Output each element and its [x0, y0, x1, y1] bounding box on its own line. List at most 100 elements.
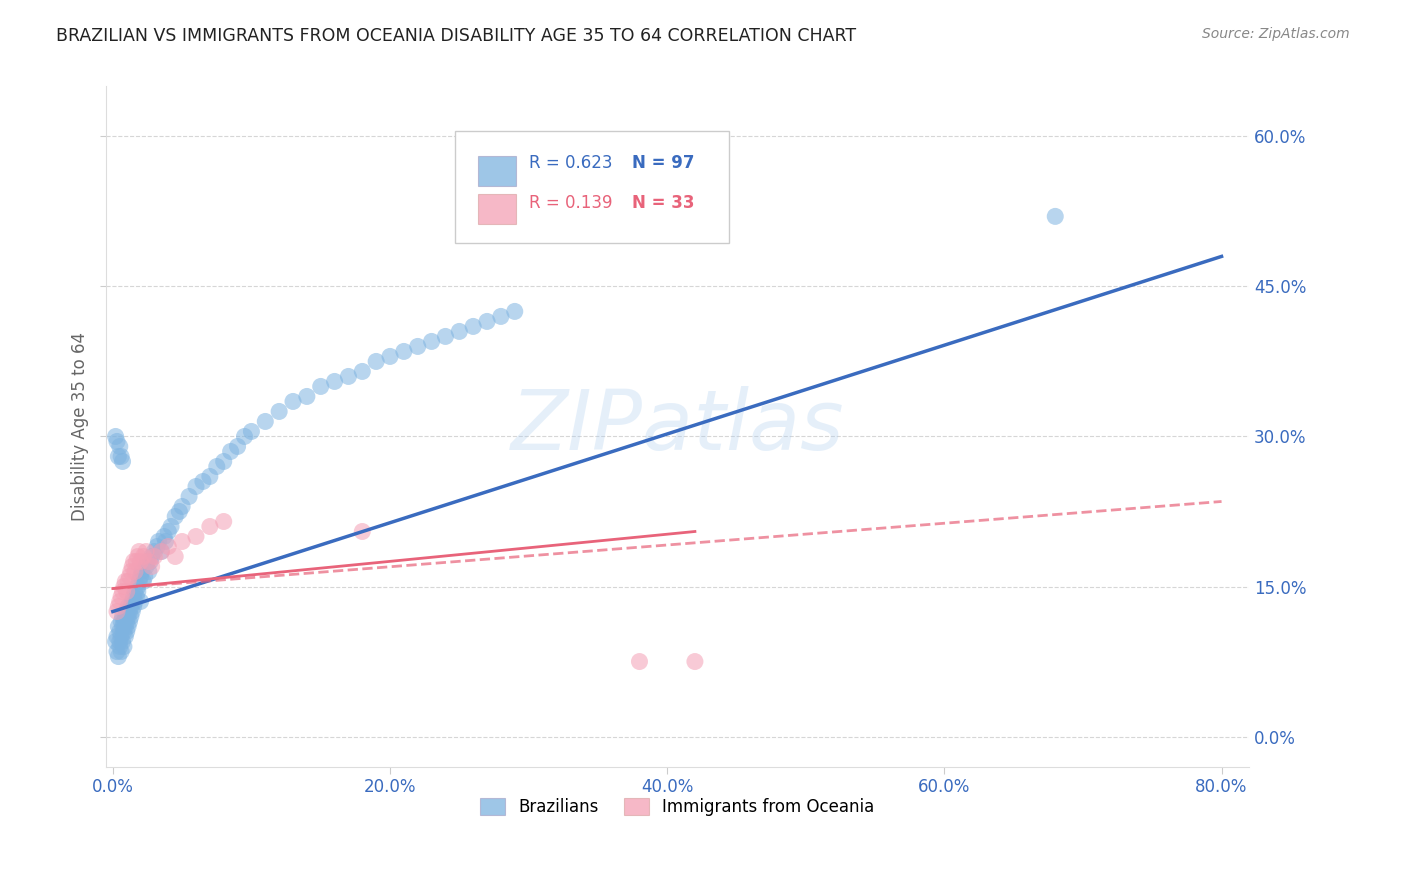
Text: BRAZILIAN VS IMMIGRANTS FROM OCEANIA DISABILITY AGE 35 TO 64 CORRELATION CHART: BRAZILIAN VS IMMIGRANTS FROM OCEANIA DIS… [56, 27, 856, 45]
Point [114, 574, 136, 589]
Point [449, 325, 471, 339]
Point [107, 599, 129, 614]
Point [212, 515, 235, 529]
Point [150, 544, 173, 558]
Point [143, 544, 166, 558]
Point [219, 444, 242, 458]
Point [129, 554, 152, 568]
Point [475, 314, 498, 328]
Point [150, 544, 173, 558]
Point [406, 339, 429, 353]
Point [112, 624, 135, 639]
Point [115, 615, 138, 629]
Point [110, 644, 132, 658]
Point [107, 649, 129, 664]
Point [226, 440, 249, 454]
Point [131, 565, 153, 579]
Point [118, 569, 141, 583]
Point [105, 644, 128, 658]
Point [125, 554, 148, 568]
Point [254, 414, 277, 428]
Point [172, 534, 194, 549]
Text: Source: ZipAtlas.com: Source: ZipAtlas.com [1202, 27, 1350, 41]
Point [115, 624, 138, 639]
Point [117, 609, 139, 624]
Point [117, 599, 139, 614]
Point [128, 574, 150, 589]
Point [111, 634, 134, 648]
FancyBboxPatch shape [478, 194, 516, 224]
Point [110, 615, 132, 629]
Point [136, 554, 159, 568]
Point [281, 394, 304, 409]
Point [129, 569, 152, 583]
Point [198, 519, 221, 533]
Point [1045, 210, 1067, 224]
Point [135, 544, 157, 558]
Point [110, 630, 132, 644]
Text: R = 0.623: R = 0.623 [529, 154, 613, 172]
Point [121, 594, 143, 608]
Point [107, 450, 129, 464]
FancyBboxPatch shape [454, 130, 730, 243]
Legend: Brazilians, Immigrants from Oceania: Brazilians, Immigrants from Oceania [474, 791, 882, 822]
Point [683, 655, 706, 669]
Point [120, 609, 142, 624]
Point [120, 599, 142, 614]
Text: R = 0.139: R = 0.139 [529, 194, 613, 212]
Point [104, 429, 127, 443]
Point [169, 504, 191, 518]
Point [198, 469, 221, 483]
Point [132, 549, 155, 564]
Point [138, 554, 160, 568]
Point [128, 544, 150, 558]
Point [115, 584, 138, 599]
Point [138, 565, 160, 579]
Point [124, 565, 146, 579]
Point [295, 389, 318, 403]
Point [366, 354, 388, 368]
Point [127, 584, 149, 599]
Point [117, 574, 139, 589]
Point [105, 434, 128, 449]
Point [184, 529, 207, 543]
Point [118, 605, 141, 619]
Point [114, 619, 136, 633]
Point [233, 429, 256, 443]
Point [160, 519, 183, 533]
Point [134, 569, 156, 583]
Point [155, 534, 177, 549]
Text: ZIPatlas: ZIPatlas [510, 386, 845, 467]
Point [337, 369, 360, 384]
Point [205, 459, 228, 474]
Point [172, 500, 194, 514]
Point [124, 584, 146, 599]
Point [104, 634, 127, 648]
Point [108, 634, 131, 648]
Point [111, 584, 134, 599]
Point [141, 549, 163, 564]
Point [165, 509, 187, 524]
Point [114, 609, 136, 624]
Point [108, 640, 131, 654]
Point [122, 590, 145, 604]
Point [108, 624, 131, 639]
Point [108, 440, 131, 454]
Point [127, 549, 149, 564]
Point [127, 580, 149, 594]
Point [392, 344, 415, 359]
Point [352, 364, 374, 378]
Point [111, 454, 134, 468]
Point [628, 655, 651, 669]
Y-axis label: Disability Age 35 to 64: Disability Age 35 to 64 [72, 332, 89, 521]
FancyBboxPatch shape [478, 156, 516, 186]
Point [378, 350, 401, 364]
Point [165, 549, 187, 564]
Text: N = 97: N = 97 [631, 154, 695, 172]
Text: N = 33: N = 33 [631, 194, 695, 212]
Point [118, 615, 141, 629]
Point [177, 490, 200, 504]
Point [463, 319, 485, 334]
Point [153, 529, 176, 543]
Point [110, 450, 132, 464]
